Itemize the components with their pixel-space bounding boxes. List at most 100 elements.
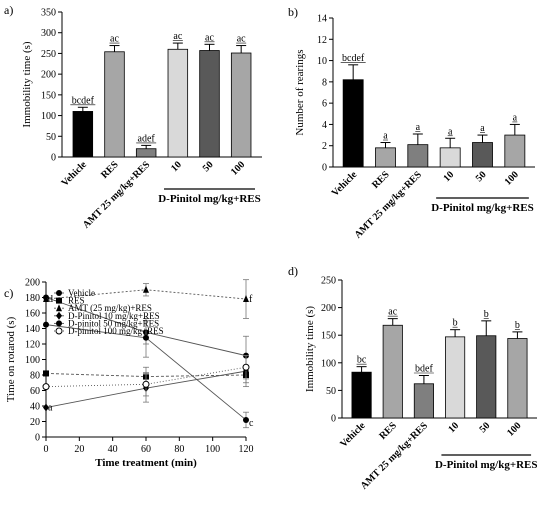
panel-d-y-tick-label: 0	[331, 414, 336, 425]
panel-c-series-line	[45, 366, 247, 388]
panel-d-group-label: D-Pinitol mg/kg+RES	[435, 459, 538, 471]
panel-a-y-tick-label: 250	[41, 49, 56, 60]
panel-b-y-tick-label: 0	[322, 163, 327, 174]
panel-c-y-tick-label: 40	[30, 402, 40, 413]
panel-b-bar	[472, 142, 493, 168]
panel-c-x-tick-label: 40	[108, 444, 118, 455]
panel-c-y-tick-label: 120	[25, 340, 40, 351]
panel-b-y-tick-label: 8	[322, 77, 327, 88]
panel-c-data-point	[143, 334, 149, 341]
panel-c-legend-entry: D-pinitol 50 mg/kg+RES	[68, 318, 159, 328]
panel-b-x-tick-label: 50	[474, 169, 489, 184]
panel-c-legend-marker	[56, 290, 62, 296]
panel-a-significance-letter: ac	[205, 32, 214, 43]
panel-c-legend-marker	[56, 320, 62, 327]
panel-c-x-tick-label: 20	[74, 444, 84, 455]
panel-a-significance-letter: adef	[138, 133, 156, 144]
panel-b-x-tick-label: 10	[441, 169, 456, 184]
panel-c-x-tick-label: 80	[174, 444, 184, 455]
panel-a-significance-letter: ac	[173, 31, 182, 42]
panel-a-y-axis-title: Immobility time (s)	[21, 41, 33, 127]
panel-c-x-axis-title: Time treatment (min)	[95, 457, 197, 469]
panel-c-x-tick-label: 100	[205, 444, 220, 455]
panel-a-x-tick-label: 100	[229, 159, 247, 177]
panel-b-y-tick-label: 2	[322, 141, 327, 152]
panel-a-y-tick-label: 100	[41, 111, 56, 122]
panel-c-data-point	[142, 380, 150, 388]
panel-d-x-tick-label: 10	[446, 420, 461, 435]
panel-c-data-point	[143, 285, 149, 293]
panel-c-data-point	[43, 321, 49, 328]
panel-a-bar	[104, 51, 125, 158]
panel-b-bar	[504, 134, 526, 168]
panel-b-significance-letter: bcdef	[342, 53, 365, 64]
panel-c-x-tick-label: 120	[239, 444, 254, 455]
panel-c-significance-letter: a	[48, 403, 53, 414]
panel-a-y-tick-label: 300	[41, 28, 56, 39]
panel-b-significance-letter: a	[513, 112, 518, 123]
panel-c-y-tick-label: 20	[30, 417, 40, 428]
panel-c-x-tick-label: 0	[44, 444, 49, 455]
panel-b-x-tick-label: 100	[503, 169, 521, 187]
panel-a-bar	[167, 48, 189, 158]
panel-b-y-tick-label: 10	[317, 56, 327, 67]
panel-d-y-axis-title: Immobility time (s)	[304, 306, 316, 392]
panel-c-significance-letter: d	[48, 294, 53, 305]
panel-c-legend-entry: RES	[68, 296, 85, 306]
panel-a-x-tick-label: RES	[99, 159, 121, 181]
panel-d-bar	[476, 335, 497, 419]
panel-d-bar	[507, 338, 528, 419]
panel-c-y-tick-label: 160	[25, 309, 40, 320]
panel-b-bar	[439, 147, 461, 168]
panel-b-label: b)	[288, 5, 298, 19]
panel-c-y-tick-label: 0	[35, 433, 40, 444]
panel-d-significance-letter: ac	[388, 307, 397, 318]
panel-a-group-label: D-Pinitol mg/kg+RES	[158, 193, 261, 205]
panel-c-data-point	[243, 295, 249, 303]
panel-a-bar	[72, 111, 94, 158]
panel-d-bar	[413, 383, 434, 419]
panel-d-y-tick-label: 100	[321, 358, 336, 369]
panel-d-significance-letter: bdef	[415, 363, 433, 374]
panel-b-group-label: D-Pinitol mg/kg+RES	[431, 202, 534, 214]
panel-c-data-point	[42, 383, 50, 391]
panel-b-x-tick-label: Vehicle	[330, 169, 360, 199]
panel-a-significance-letter: ac	[237, 34, 246, 45]
panel-a-y-tick-label: 50	[46, 132, 56, 143]
panel-a-x-tick-label: 50	[201, 159, 216, 174]
panel-c-legend-entry: D-Pinitol 10 mg/kg+RES	[68, 311, 160, 321]
panel-c-y-tick-label: 100	[25, 355, 40, 366]
panel-c-label: c)	[4, 286, 13, 300]
panel-d-bar	[382, 324, 403, 419]
panel-b-significance-letter: a	[448, 126, 453, 137]
panel-d-bar	[445, 336, 466, 419]
panel-d-significance-letter: b	[453, 318, 458, 329]
panel-c-significance-letter: c	[249, 418, 254, 429]
panel-a-bar	[230, 52, 252, 158]
panel-a-y-tick-label: 0	[51, 153, 56, 164]
panel-b-significance-letter: a	[480, 123, 485, 134]
panel-c-legend-marker	[56, 311, 62, 320]
panel-c-data-point	[43, 295, 49, 303]
panel-d-significance-letter: bc	[357, 355, 367, 366]
panel-d-x-tick-label: RES	[377, 420, 399, 442]
panel-c-y-tick-label: 180	[25, 293, 40, 304]
panel-d-bar	[351, 371, 372, 419]
panel-c-data-point	[43, 370, 49, 377]
panel-d-y-tick-label: 200	[321, 303, 336, 314]
panel-b-bar	[375, 147, 396, 168]
panel-c-legend-marker	[56, 297, 62, 304]
panel-d-significance-letter: b	[484, 309, 489, 320]
panel-c-legend-entry: Vehicle	[68, 288, 95, 298]
panel-c-legend-entry: D-pinitol 100 mg/kg+RES	[68, 326, 164, 336]
panel-c-y-tick-label: 140	[25, 324, 40, 335]
panel-c-data-point	[242, 363, 250, 371]
panel-a-bar	[135, 148, 157, 158]
panel-a-significance-letter: ac	[110, 34, 119, 45]
panel-c-y-tick-label: 200	[25, 278, 40, 289]
panel-b-significance-letter: a	[416, 122, 421, 133]
panel-b-y-axis-title: Number of rearings	[294, 49, 306, 135]
panel-d-x-tick-label: 100	[505, 420, 523, 438]
panel-c-y-tick-label: 60	[30, 386, 40, 397]
panel-d-y-tick-label: 250	[321, 276, 336, 287]
